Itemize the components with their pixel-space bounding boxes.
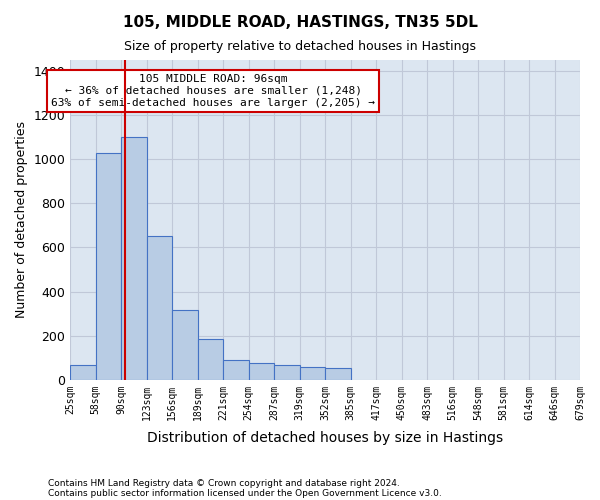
Text: Contains HM Land Registry data © Crown copyright and database right 2024.: Contains HM Land Registry data © Crown c… [48,478,400,488]
Text: Size of property relative to detached houses in Hastings: Size of property relative to detached ho… [124,40,476,53]
Text: Contains public sector information licensed under the Open Government Licence v3: Contains public sector information licen… [48,488,442,498]
Bar [96,152,121,380]
Bar [325,368,350,380]
Bar [70,366,96,380]
Bar [274,366,299,380]
Text: 105 MIDDLE ROAD: 96sqm
← 36% of detached houses are smaller (1,248)
63% of semi-: 105 MIDDLE ROAD: 96sqm ← 36% of detached… [51,74,375,108]
Bar [147,236,172,380]
Bar [172,310,198,380]
X-axis label: Distribution of detached houses by size in Hastings: Distribution of detached houses by size … [147,431,503,445]
Bar [248,363,274,380]
Text: 105, MIDDLE ROAD, HASTINGS, TN35 5DL: 105, MIDDLE ROAD, HASTINGS, TN35 5DL [122,15,478,30]
Bar [299,366,325,380]
Bar [198,339,223,380]
Bar [223,360,248,380]
Y-axis label: Number of detached properties: Number of detached properties [15,122,28,318]
Bar [121,137,147,380]
